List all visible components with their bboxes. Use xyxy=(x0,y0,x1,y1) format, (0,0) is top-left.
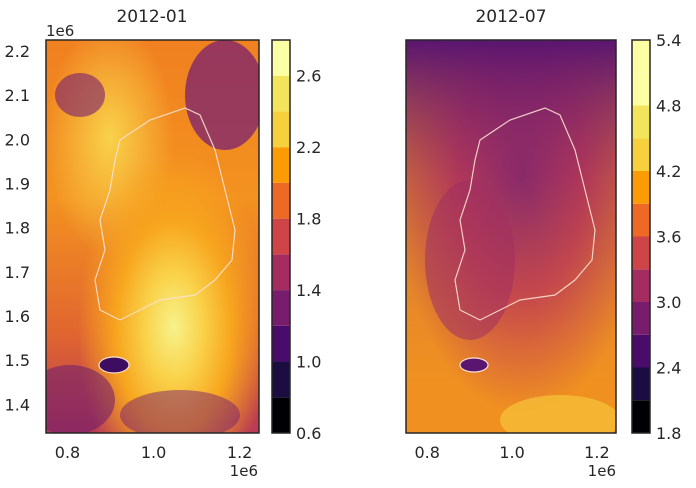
colorbar-band xyxy=(632,171,650,204)
x-tick-label-panel-2: 1.0 xyxy=(499,443,524,462)
colorbar-tick-label: 4.8 xyxy=(656,97,681,116)
axes-frame-1 xyxy=(45,39,260,434)
colorbar-band xyxy=(272,182,290,219)
y-tick-label: 1.6 xyxy=(5,307,30,326)
colorbar-tick-label: 2.4 xyxy=(656,359,681,378)
colorbar-tick-label: 2.6 xyxy=(296,67,321,86)
y-tick-label: 1.9 xyxy=(5,175,30,194)
x-offset-label-2: 1e6 xyxy=(588,462,616,480)
colorbar-band xyxy=(632,72,650,106)
colorbar-frame xyxy=(271,39,291,434)
y-tick-label: 2.2 xyxy=(5,42,30,61)
colorbar-band xyxy=(632,203,650,237)
colorbar-2: 1.8 2.4 3.0 3.6 4.2 4.8 5.4 xyxy=(631,31,681,443)
colorbar-tick-label: 3.0 xyxy=(656,293,681,312)
colorbar-1: 0.6 1.0 1.4 1.8 2.2 2.6 xyxy=(271,39,321,443)
colorbar-band xyxy=(632,400,650,433)
colorbar-band xyxy=(632,138,650,171)
coastline-panel-1 xyxy=(94,107,236,321)
colorbar-tick-label: 5.4 xyxy=(656,31,681,50)
colorbar-band xyxy=(632,367,650,401)
tick-labels: 0.8 1.0 1.2 1.4 1.5 1.6 1.7 1.8 1.9 2.0 2.1 2.2 0.8 1… xyxy=(5,42,610,462)
y-tick-label: 1.8 xyxy=(5,219,30,238)
x-tick-label-panel-1: 0.8 xyxy=(55,443,80,462)
colorbar-band xyxy=(632,269,650,302)
colorbar-band xyxy=(632,302,650,335)
x-tick-label-panel-2: 0.8 xyxy=(414,443,439,462)
colorbar-band xyxy=(632,40,650,73)
colorbar-tick-label: 2.2 xyxy=(296,138,321,157)
colorbar-frame xyxy=(631,39,651,434)
colorbar-band xyxy=(632,334,650,368)
colorbar-band xyxy=(272,325,290,362)
colorbar-tick-label: 1.0 xyxy=(296,353,321,372)
y-tick-label: 1.7 xyxy=(5,263,30,282)
title-panel-2: 2012-07 xyxy=(475,7,546,27)
colorbar-tick-label: 1.8 xyxy=(296,210,321,229)
colorbar-band xyxy=(272,75,290,112)
colorbar-band xyxy=(272,218,290,255)
colorbar-tick-label: 1.8 xyxy=(656,424,681,443)
map-panel-2 xyxy=(406,40,616,433)
x-tick-label-panel-1: 1.2 xyxy=(227,443,252,462)
colorbar-band xyxy=(272,147,290,183)
colorbar-tick-label: 0.6 xyxy=(296,424,321,443)
colorbar-band xyxy=(632,236,650,270)
axes-frame-2 xyxy=(405,39,617,434)
coastline-panel-2 xyxy=(454,107,596,321)
colorbar-tick-label: 1.4 xyxy=(296,281,321,300)
colorbar-band xyxy=(272,111,290,148)
y-tick-label: 1.5 xyxy=(5,351,30,370)
colorbar-band xyxy=(272,40,290,76)
x-tick-label-panel-1: 1.0 xyxy=(141,443,166,462)
y-offset-label-1: 1e6 xyxy=(46,22,74,40)
colorbar-band xyxy=(272,254,290,291)
colorbar-band xyxy=(272,397,290,433)
y-tick-label: 2.1 xyxy=(5,86,30,105)
title-panel-1: 2012-01 xyxy=(116,7,187,27)
colorbar-band xyxy=(632,105,650,139)
y-tick-label: 2.0 xyxy=(5,130,30,149)
x-offset-label-1: 1e6 xyxy=(230,462,258,480)
x-tick-label-panel-2: 1.2 xyxy=(584,443,609,462)
y-tick-label: 1.4 xyxy=(5,395,30,414)
colorbar-tick-label: 3.6 xyxy=(656,228,681,247)
colorbar-band xyxy=(272,361,290,398)
map-panel-1 xyxy=(46,40,259,433)
colorbar-tick-label: 4.2 xyxy=(656,162,681,181)
colorbar-band xyxy=(272,290,290,326)
